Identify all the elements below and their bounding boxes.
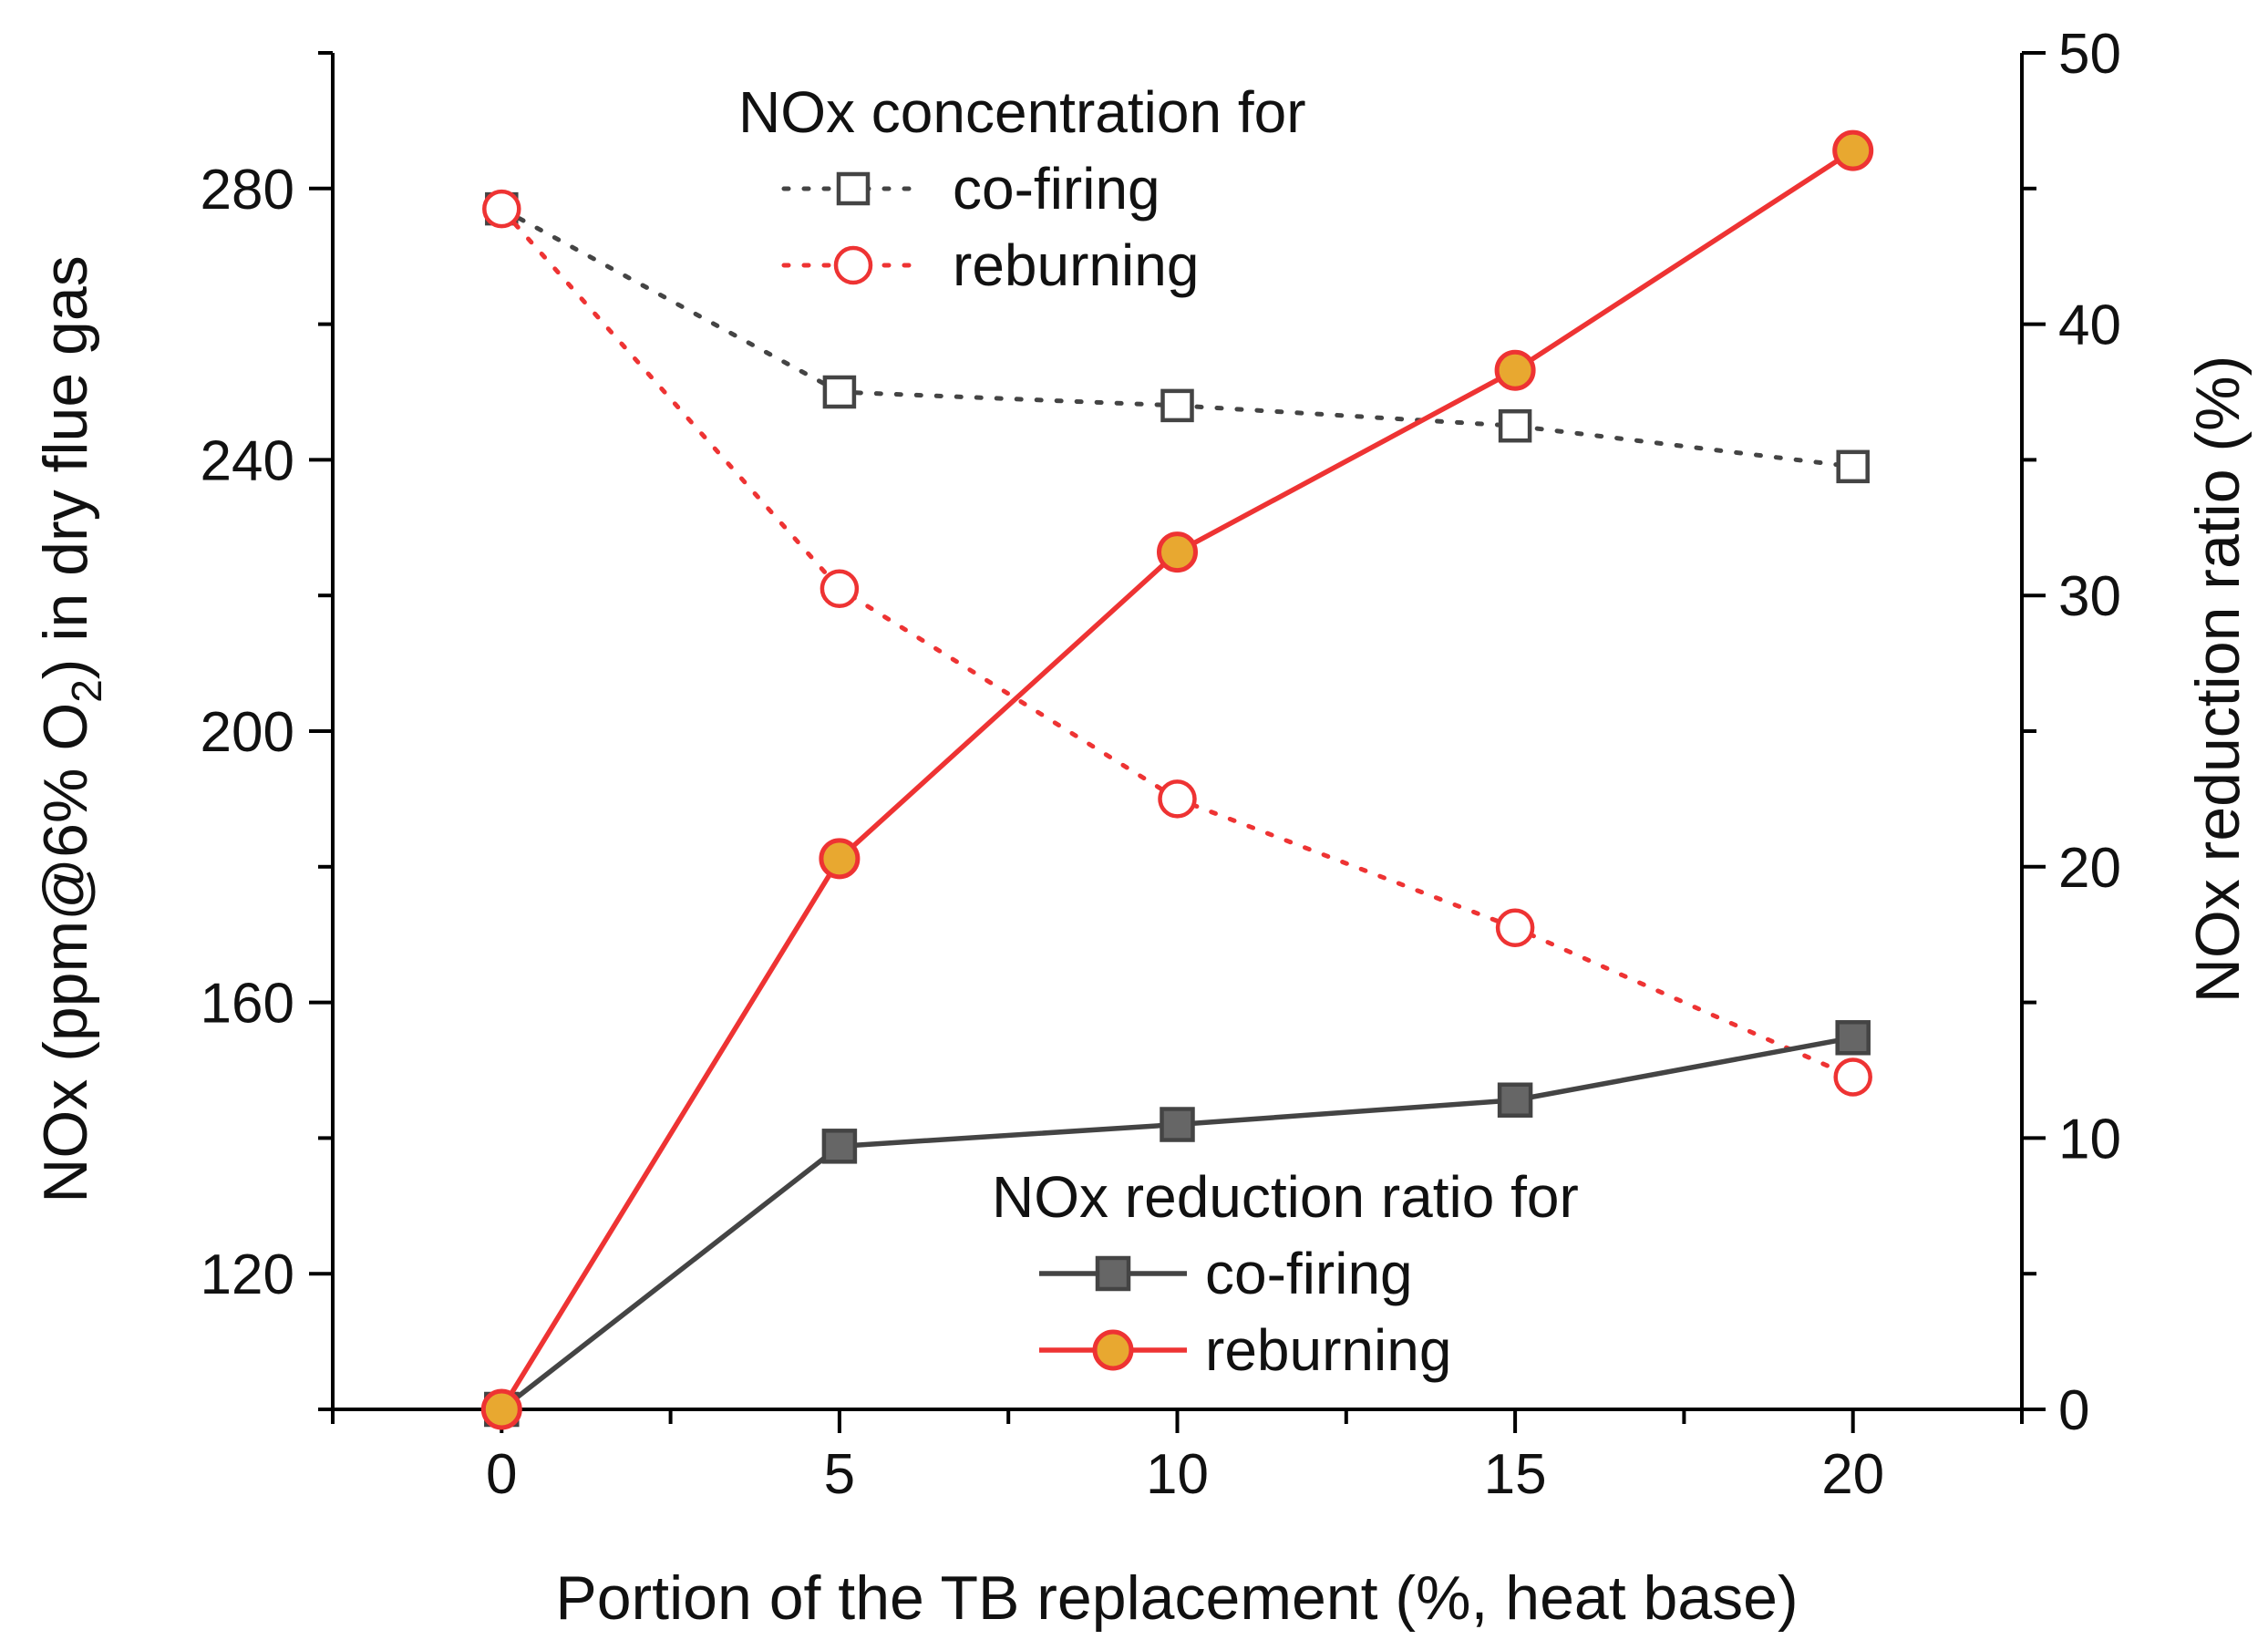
legend-concentration-reburning-swatch-marker — [833, 245, 873, 285]
legends: NOx concentration for co-firing reburning N… — [738, 79, 1579, 1383]
reduction-co-firing-point — [1160, 1107, 1195, 1142]
legend-reduction-co-firing-swatch-marker — [1095, 1255, 1131, 1292]
reduction-co-firing-point — [1835, 1020, 1871, 1056]
reduction-reburning-point — [1494, 349, 1536, 391]
y-right-tick-label: 0 — [2058, 1379, 2089, 1442]
reduction-reburning-point — [480, 1388, 522, 1430]
legend-reduction-reburning-swatch-marker — [1092, 1329, 1134, 1371]
reduction-reburning-point — [1157, 531, 1198, 573]
concentration-co-firing-point — [1160, 388, 1194, 423]
x-tick-label: 15 — [1484, 1443, 1547, 1506]
legend-reduction-title: NOx reduction ratio for — [992, 1164, 1579, 1230]
y-axis-left-title-suffix: ) in dry flue gas — [31, 255, 100, 679]
y-left-tick-label: 280 — [201, 159, 294, 222]
y-right-tick-label: 30 — [2058, 565, 2121, 628]
y-right-tick-label: 50 — [2058, 23, 2121, 86]
legend-reduction-reburning-label: reburning — [1205, 1317, 1451, 1383]
concentration-co-firing-point — [1836, 449, 1870, 484]
concentration-reburning-point — [1833, 1057, 1872, 1097]
legend-concentration-title: NOx concentration for — [738, 79, 1306, 145]
x-tick-label: 0 — [486, 1443, 517, 1506]
concentration-reburning-point — [482, 189, 521, 229]
reduction-co-firing-point — [1497, 1082, 1533, 1118]
reduction-reburning-point — [819, 838, 861, 880]
concentration-reburning-point — [820, 569, 860, 609]
reduction-co-firing-point — [821, 1129, 858, 1164]
plot-area — [480, 129, 1874, 1430]
x-tick-label: 10 — [1146, 1443, 1209, 1506]
concentration-reburning-line — [499, 206, 1856, 1079]
y-right-tick-label: 40 — [2058, 294, 2121, 357]
y-left-tick-label: 240 — [201, 429, 294, 492]
y-right-tick-label: 20 — [2058, 837, 2121, 900]
y-left-tick-label: 120 — [201, 1243, 294, 1306]
y-left-tick-label: 160 — [201, 973, 294, 1036]
concentration-reburning-point — [1158, 779, 1197, 819]
legend-concentration-reburning-label: reburning — [953, 232, 1199, 298]
x-tick-label: 20 — [1821, 1443, 1884, 1506]
legend-reduction-co-firing-label: co-firing — [1205, 1241, 1413, 1306]
concentration-co-firing-point — [1498, 408, 1532, 443]
y-axis-left-title-subscript: 2 — [63, 679, 110, 703]
x-axis-title: Portion of the TB replacement (%, heat b… — [555, 1563, 1798, 1633]
y-left-tick-label: 200 — [201, 701, 294, 764]
y-axis-left-title: NOx (ppm@6% O2) in dry flue gas — [31, 255, 110, 1202]
y-axis-right-title: NOx reduction ratio (%) — [2183, 356, 2253, 1003]
legend-concentration-co-firing-swatch-marker — [836, 171, 871, 206]
reduction-reburning-point — [1832, 129, 1874, 171]
concentration-co-firing-point — [822, 375, 857, 409]
axes-frame: 0 5 10 15 20 120 160 200 240 280 0 10 20 30 40 50 — [201, 23, 2121, 1506]
y-axis-left-title-prefix: NOx (ppm@6% O — [31, 703, 100, 1203]
concentration-reburning-point — [1495, 908, 1535, 948]
legend-concentration-co-firing-label: co-firing — [953, 156, 1160, 222]
x-tick-label: 5 — [824, 1443, 855, 1506]
y-right-tick-label: 10 — [2058, 1108, 2121, 1171]
